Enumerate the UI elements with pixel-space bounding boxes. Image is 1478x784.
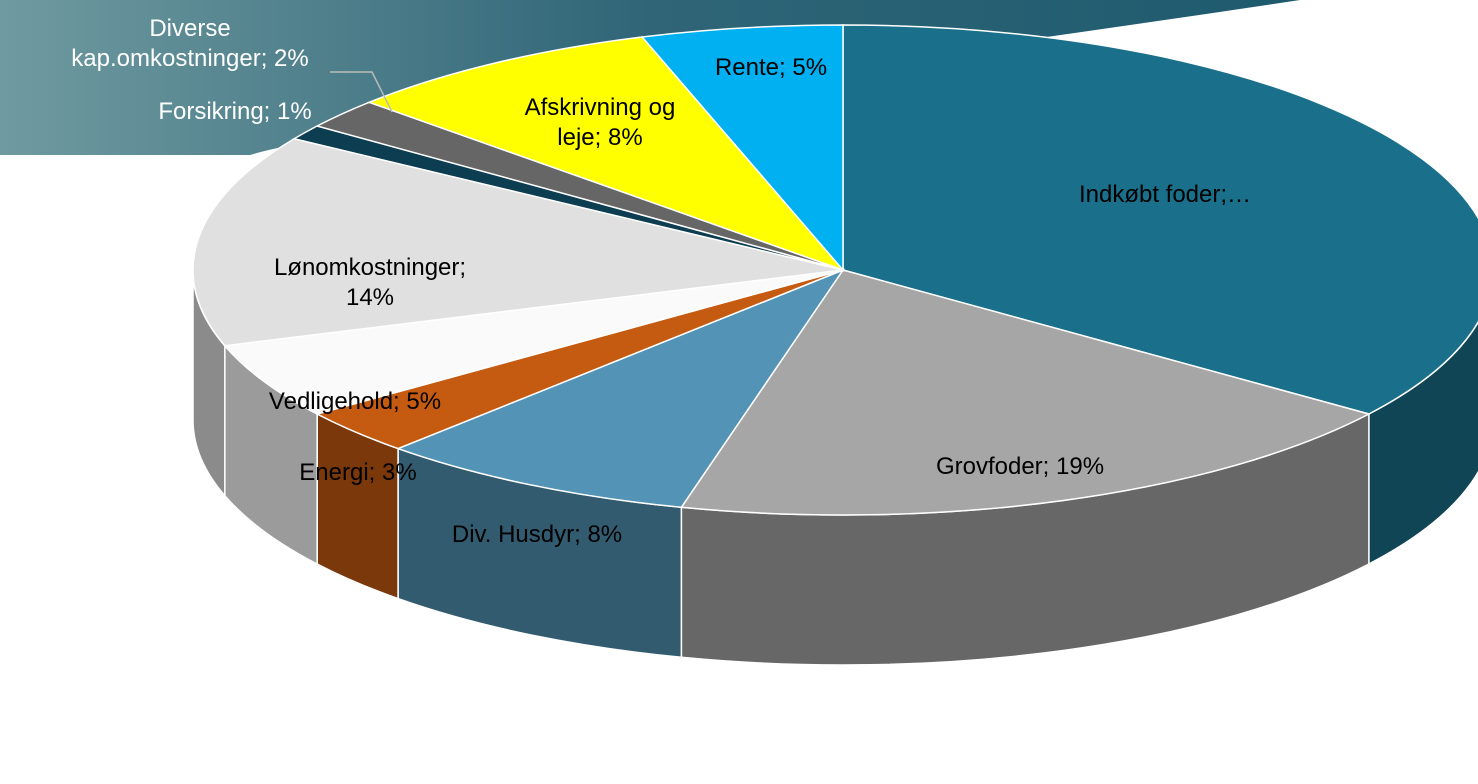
- slice: [367, 36, 846, 272]
- data-label: Lønomkostninger; 14%: [273, 254, 467, 311]
- leader-line: [330, 71, 393, 113]
- slice: [395, 268, 846, 509]
- data-label: Afskrivning og leje; 8%: [524, 94, 676, 151]
- slice: [192, 137, 844, 347]
- data-label: Grovfoder; 19%: [935, 453, 1105, 480]
- pie: [192, 24, 1478, 666]
- slice: [680, 269, 1371, 516]
- data-label: Energi; 3%: [299, 459, 417, 486]
- data-label: Vedligehold; 5%: [268, 388, 442, 415]
- slice: [223, 269, 844, 415]
- data-label: Div. Husdyr; 8%: [451, 521, 623, 548]
- data-label: Rente; 5%: [714, 54, 828, 81]
- slice: [842, 24, 1478, 415]
- slice: [640, 24, 844, 273]
- data-label: Indkøbt foder;…: [1078, 181, 1252, 208]
- data-label: Forsikring; 1%: [158, 98, 312, 125]
- data-label: Diverse kap.omkostninger; 2%: [71, 15, 309, 72]
